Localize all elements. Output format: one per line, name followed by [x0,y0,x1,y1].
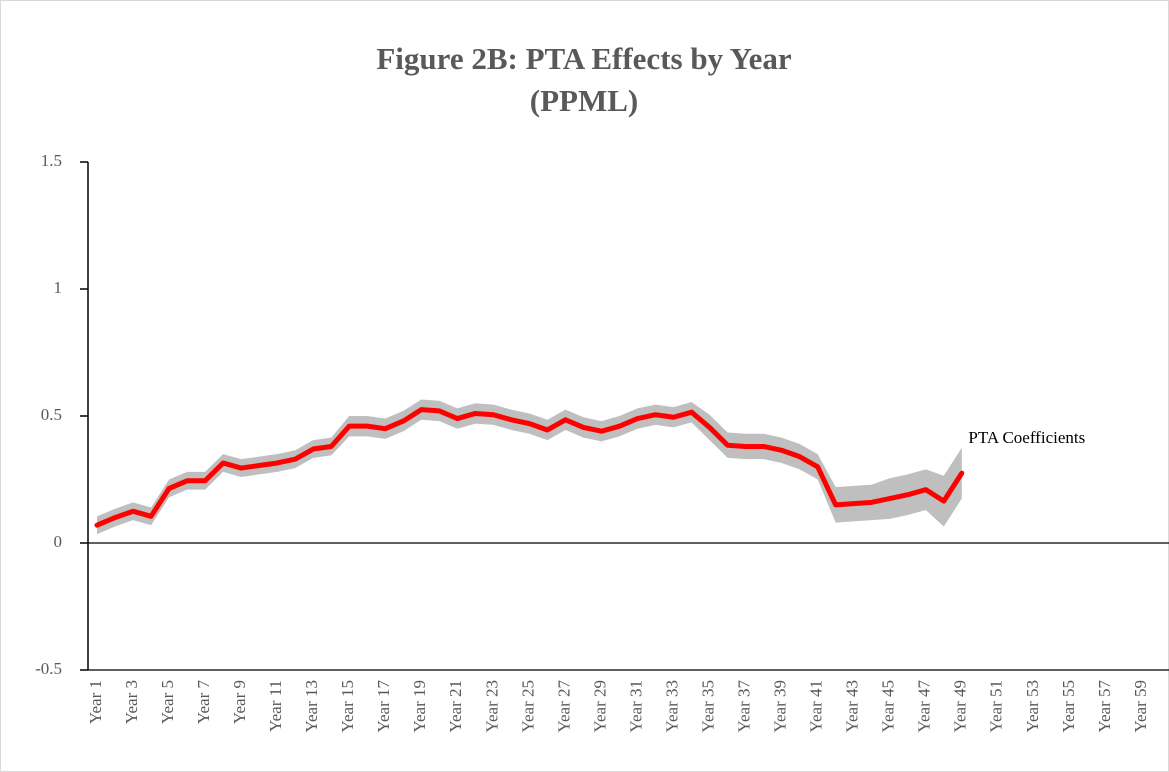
chart-title: (PPML) [530,83,638,118]
x-tick-label: Year 39 [771,680,790,733]
x-tick-label: Year 57 [1095,680,1114,733]
x-tick-label: Year 41 [807,680,826,733]
x-tick-label: Year 15 [338,680,357,733]
x-tick-label: Year 51 [987,680,1006,733]
x-tick-label: Year 5 [158,680,177,724]
y-tick-label: 1 [54,278,63,297]
x-tick-label: Year 59 [1131,680,1150,733]
x-tick-label: Year 55 [1059,680,1078,733]
chart-title: Figure 2B: PTA Effects by Year [376,41,792,76]
x-tick-label: Year 1 [86,680,105,724]
x-tick-label: Year 43 [843,680,862,733]
y-tick-label: -0.5 [35,659,62,678]
x-tick-label: Year 11 [266,680,285,732]
y-tick-label: 1.5 [41,151,62,170]
line [94,407,965,528]
y-tick-label: 0 [54,532,63,551]
x-tick-label: Year 47 [915,680,934,733]
x-tick-label: Year 33 [662,680,681,733]
x-tick-label: Year 25 [518,680,537,733]
series-label: PTA Coefficients [968,428,1085,447]
x-tick-label: Year 21 [446,680,465,733]
confidence-band [97,399,962,535]
x-tick-label: Year 45 [879,680,898,733]
x-tick-label: Year 7 [194,680,213,725]
x-tick-label: Year 31 [626,680,645,733]
x-tick-label: Year 19 [410,680,429,733]
x-tick-label: Year 37 [735,680,754,733]
x-tick-label: Year 13 [302,680,321,733]
x-tick-label: Year 23 [482,680,501,733]
x-tick-label: Year 17 [374,680,393,733]
y-tick-label: 0.5 [41,405,62,424]
x-tick-label: Year 49 [951,680,970,733]
x-tick-label: Year 35 [698,680,717,733]
x-tick-label: Year 53 [1023,680,1042,733]
x-tick-label: Year 3 [122,680,141,724]
x-tick-label: Year 29 [590,680,609,733]
x-tick-label: Year 27 [554,680,573,733]
x-tick-label: Year 9 [230,680,249,724]
